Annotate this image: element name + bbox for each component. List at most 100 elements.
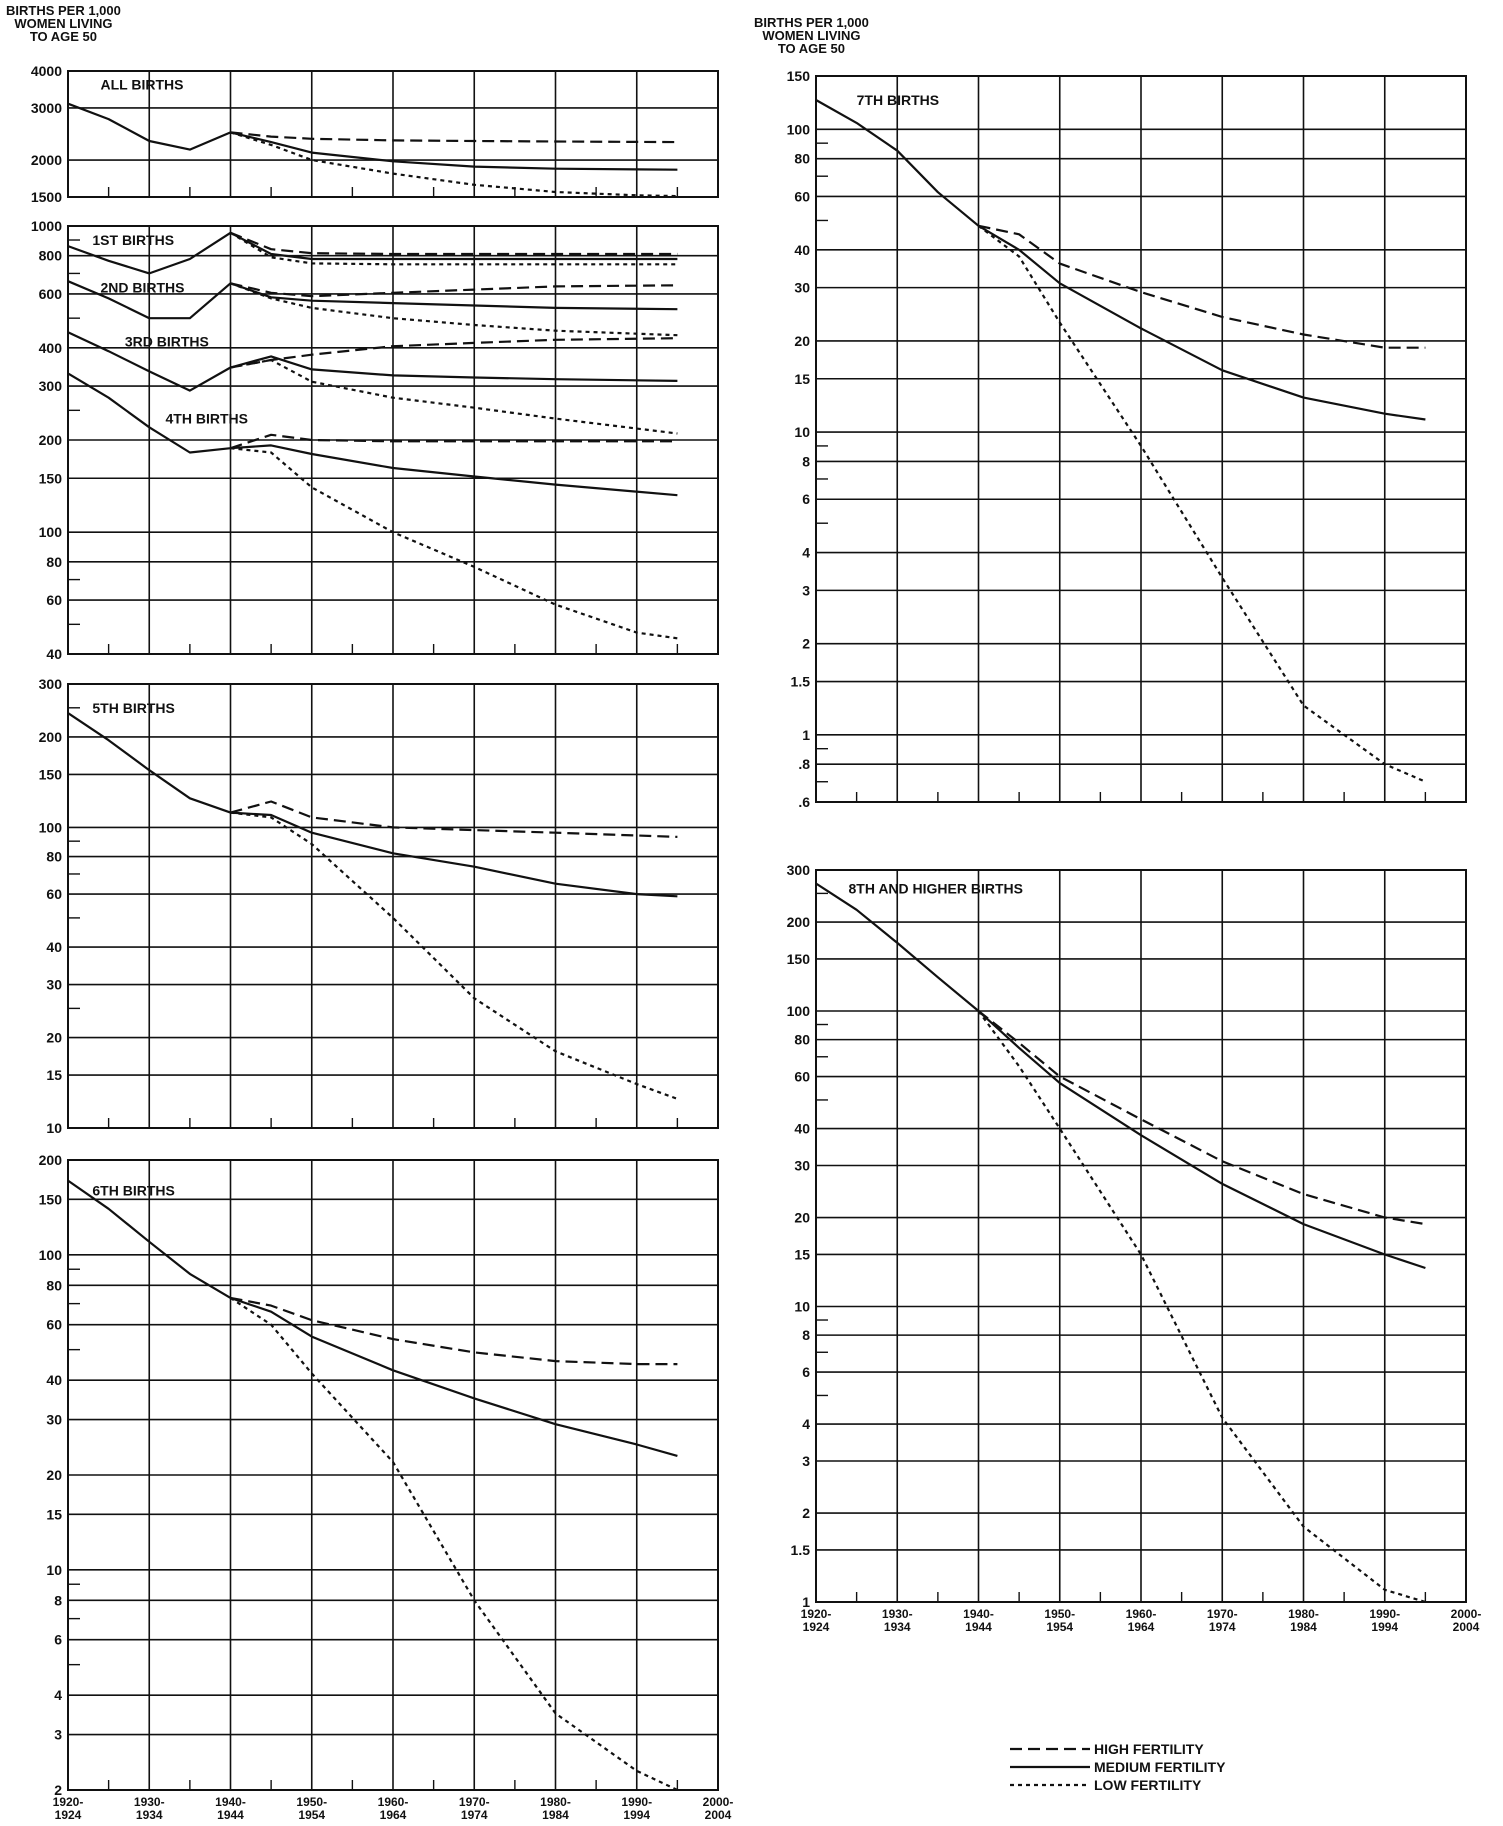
plot-frame	[815, 869, 1467, 1603]
x-tick-label: 1984	[542, 1808, 569, 1822]
y-tick-label: 80	[46, 554, 62, 570]
y-tick-label: 2	[802, 1505, 810, 1521]
legend-line-low	[1010, 1783, 1090, 1787]
y-tick-label: 10	[794, 1298, 810, 1314]
legend: HIGH FERTILITY MEDIUM FERTILITY LOW FERT…	[1010, 1740, 1225, 1794]
series-annotation: 7TH BIRTHS	[857, 92, 939, 108]
series-line-low	[977, 224, 1426, 783]
series-annotation: 6TH BIRTHS	[92, 1183, 174, 1199]
series-line-medium	[815, 882, 1426, 1270]
series-line-high	[230, 1296, 678, 1366]
legend-label-high: HIGH FERTILITY	[1094, 1741, 1204, 1757]
series-line-low	[977, 1010, 1426, 1604]
ylabel-line-2: WOMEN LIVING	[762, 28, 861, 43]
y-tick-label: 200	[39, 432, 63, 448]
ylabel-line-1: BIRTHS PER 1,000	[6, 3, 121, 18]
y-tick-label: 200	[39, 729, 63, 745]
series-line-medium	[67, 102, 678, 171]
series-line-low	[230, 811, 678, 1100]
y-tick-label: 15	[46, 1506, 62, 1522]
y-tick-label: 10	[794, 424, 810, 440]
series-line-high	[230, 800, 678, 838]
x-tick-label: 1990-	[1369, 1607, 1400, 1621]
x-tick-label: 2004	[1453, 1620, 1480, 1634]
x-tick-label: 1944	[217, 1808, 244, 1822]
y-tick-label: 8	[802, 453, 810, 469]
legend-label-low: LOW FERTILITY	[1094, 1777, 1202, 1793]
y-tick-label: 1.5	[791, 1542, 811, 1558]
x-tick-label: 1980-	[1288, 1607, 1319, 1621]
x-tick-label: 1984	[1290, 1620, 1317, 1634]
plot-frame	[67, 225, 719, 655]
legend-item-low: LOW FERTILITY	[1010, 1776, 1225, 1794]
x-tick-label: 1994	[623, 1808, 650, 1822]
x-tick-label: 1920-	[801, 1607, 832, 1621]
x-tick-label: 1970-	[459, 1795, 490, 1809]
series-line-medium	[815, 99, 1426, 421]
x-tick-label: 1920-	[53, 1795, 84, 1809]
series-line-medium	[67, 231, 678, 275]
y-tick-label: .6	[798, 794, 810, 810]
x-tick-label: 1974	[1209, 1620, 1236, 1634]
y-tick-label: 80	[46, 849, 62, 865]
series-line-low	[230, 282, 678, 337]
series-line-low	[230, 447, 678, 640]
y-tick-label: 3000	[31, 100, 62, 116]
y-tick-label: 1.5	[791, 674, 811, 690]
x-tick-label: 1974	[461, 1808, 488, 1822]
y-tick-label: 400	[39, 340, 63, 356]
y-tick-label: 60	[46, 886, 62, 902]
y-tick-label: 150	[787, 68, 811, 84]
x-tick-label: 1980-	[540, 1795, 571, 1809]
x-tick-label: 1994	[1371, 1620, 1398, 1634]
plot-frame	[67, 70, 719, 198]
y-tick-label: 1	[802, 727, 810, 743]
x-tick-label: 1944	[965, 1620, 992, 1634]
chart-orders1to4: 1000 800 600 400 300 200 150 100 80 60 40 1ST BIRTH…	[31, 218, 719, 662]
y-tick-label: 40	[46, 939, 62, 955]
series-line-high	[230, 433, 678, 450]
x-tick-label: 1934	[884, 1620, 911, 1634]
ylabel-line-3: TO AGE 50	[777, 41, 846, 56]
y-tick-label: 20	[794, 333, 810, 349]
y-tick-label: 4000	[31, 63, 62, 79]
x-tick-label: 2004	[705, 1808, 732, 1822]
y-tick-label: 8	[54, 1592, 62, 1608]
series-line-low	[229, 231, 678, 266]
series-line-high	[230, 131, 678, 144]
series-line-medium	[67, 712, 678, 898]
y-tick-label: 15	[794, 1246, 810, 1262]
chart-order5: 300 200 150 100 80 60 40 30 20 15 10 5TH BIRTHS	[39, 676, 719, 1136]
y-tick-label: 40	[46, 646, 62, 662]
x-tick-label: 1924	[55, 1808, 82, 1822]
x-tick-label: 1954	[298, 1808, 325, 1822]
y-tick-label: 60	[794, 188, 810, 204]
legend-label-medium: MEDIUM FERTILITY	[1094, 1759, 1226, 1775]
series-line-medium	[67, 331, 678, 392]
y-tick-label: 3	[54, 1727, 62, 1743]
series-line-medium	[67, 372, 678, 497]
ylabel-line-1: BIRTHS PER 1,000	[754, 15, 869, 30]
series-annotation: ALL BIRTHS	[101, 77, 184, 93]
y-tick-label: 20	[46, 1030, 62, 1046]
y-tick-label: 10	[46, 1562, 62, 1578]
x-tick-label: 1934	[136, 1808, 163, 1822]
series-line-low	[230, 131, 678, 198]
y-tick-label: 30	[46, 1412, 62, 1428]
x-tick-label: 2000-	[703, 1795, 734, 1809]
y-tick-label: 4	[802, 545, 810, 561]
chart-order8plus: 300 200 150 100 80 60 40 30 20 15 10 8 6 4 3 2 1.5 1 8TH A…	[787, 862, 1482, 1634]
plot-frame	[815, 75, 1467, 803]
y-tick-label: 300	[39, 378, 63, 394]
ylabel-line-3: TO AGE 50	[29, 29, 98, 44]
y-tick-label: 300	[787, 862, 811, 878]
y-tick-label: 40	[794, 1121, 810, 1137]
y-tick-label: 30	[794, 280, 810, 296]
y-tick-label: 80	[794, 1032, 810, 1048]
y-tick-label: 800	[39, 248, 63, 264]
y-tick-label: 150	[787, 951, 811, 967]
y-tick-label: 1000	[31, 218, 62, 234]
y-tick-label: 80	[46, 1277, 62, 1293]
series-annotation: 4TH BIRTHS	[166, 411, 248, 427]
